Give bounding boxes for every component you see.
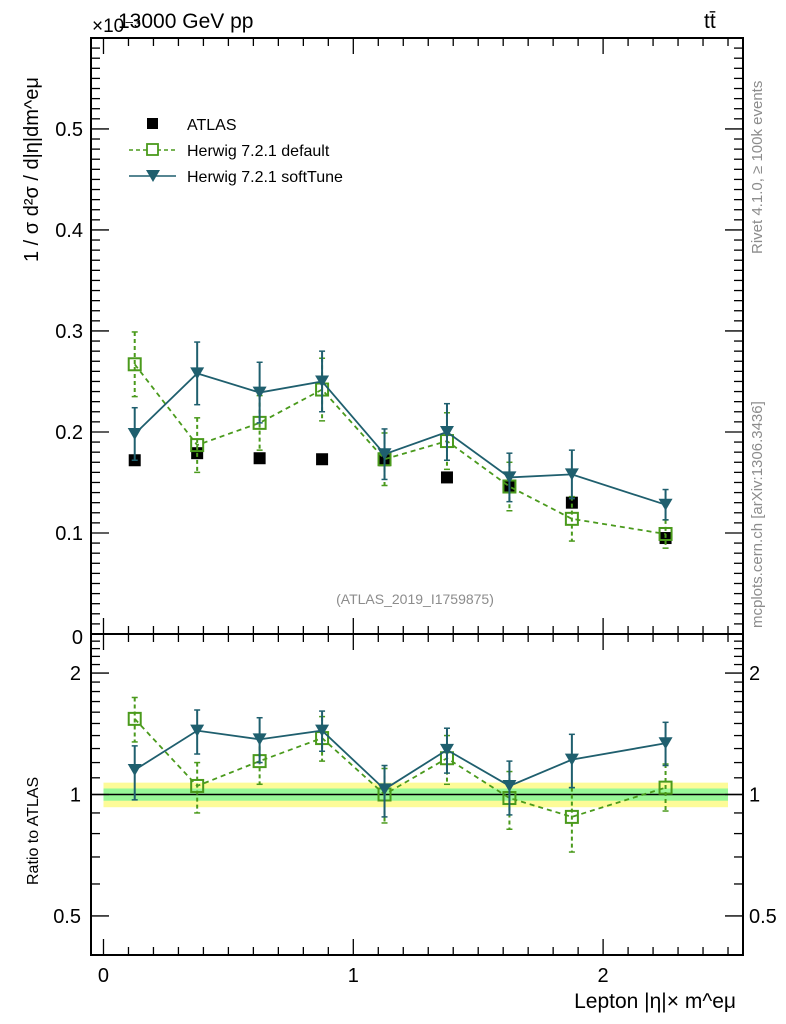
rivet-version-label: Rivet 4.1.0, ≥ 100k events (749, 81, 766, 254)
ratio-default-point (658, 780, 673, 795)
header-energy-label: 13000 GeV pp (118, 10, 253, 33)
softtune-data-point (127, 427, 142, 440)
default-data-point (658, 526, 673, 541)
ratio-y-tick-label-right: 0.5 (749, 906, 777, 928)
default-data-point (127, 357, 142, 372)
softtune-data-point (190, 367, 205, 380)
legend-label-atlas: ATLAS (187, 117, 237, 134)
legend-marker-atlas (147, 118, 158, 129)
y-tick-label: 0.5 (55, 119, 83, 141)
ratio-y-tick-label: 2 (70, 663, 81, 685)
legend-marker-default (146, 143, 159, 156)
x-tick-label: 0 (98, 965, 109, 987)
mcplots-label: mcplots.cern.ch [arXiv:1306.3436] (749, 401, 766, 628)
axes: 0 1 2 0.1 0.2 0.3 0.4 0.5 0 0.5 0.5 1 1 2 2 (53, 37, 777, 987)
legend-marker-softtune (146, 170, 160, 182)
ratio-y-axis-title: Ratio to ATLAS (25, 777, 42, 885)
ratio-y-tick-label-right: 2 (749, 663, 760, 685)
ratio-softtune-point (190, 724, 205, 737)
default-data-point (190, 438, 205, 453)
atlas-data-point (659, 532, 672, 545)
softtune-data-point (377, 448, 392, 461)
ratio-softtune-point (377, 783, 392, 796)
y-tick-label-zero: 0 (72, 627, 83, 649)
y-tick-label: 0.2 (55, 422, 83, 444)
x-axis-title: Lepton |η|× m^eμ (574, 990, 736, 1013)
softtune-data-point (315, 375, 330, 388)
x-tick-label: 2 (598, 965, 609, 987)
ratio-y-tick-label: 1 (70, 785, 81, 807)
ratio-default-point (127, 711, 142, 726)
y-axis-title: 1 / σ d²σ / d|η|dm^eμ (21, 77, 43, 262)
atlas-data-point (440, 471, 453, 484)
ratio-y-tick-label: 0.5 (53, 906, 81, 928)
legend-label-default: Herwig 7.2.1 default (187, 143, 330, 160)
y-tick-label: 0.4 (55, 220, 83, 242)
atlas-data-point (316, 453, 329, 466)
analysis-id-label: (ATLAS_2019_I1759875) (336, 591, 494, 607)
atlas-data-point (253, 452, 266, 465)
data-marks (127, 331, 673, 853)
softtune-data-point (439, 425, 454, 438)
ratio-default-point (190, 778, 205, 793)
softtune-data-point (564, 468, 579, 481)
ratio-softtune-line (134, 729, 666, 791)
atlas-data-point (565, 496, 578, 509)
ratio-softtune-point (658, 737, 673, 750)
legend: ATLAS Herwig 7.2.1 default Herwig 7.2.1 … (129, 117, 343, 186)
softtune-data-point (658, 498, 673, 511)
y-tick-label: 0.1 (55, 523, 83, 545)
y-multiplier-label: ×10⁻³ (92, 16, 141, 37)
ratio-softtune-point (564, 753, 579, 766)
ratio-y-tick-label-right: 1 (749, 785, 760, 807)
default-data-point (564, 511, 579, 526)
softtune-data-point (252, 386, 267, 399)
ratio-softtune-point (315, 724, 330, 737)
softtune-data-point (502, 471, 517, 484)
ratio-softtune-point (252, 733, 267, 746)
y-tick-label: 0.3 (55, 321, 83, 343)
legend-label-softtune: Herwig 7.2.1 softTune (187, 169, 343, 186)
ratio-softtune-point (502, 779, 517, 792)
ratio-softtune-point (439, 743, 454, 756)
x-tick-label: 1 (348, 965, 359, 987)
header-process-label: tt̄ (704, 10, 716, 33)
ratio-softtune-point (127, 764, 142, 777)
ratio-default-point (564, 809, 579, 824)
